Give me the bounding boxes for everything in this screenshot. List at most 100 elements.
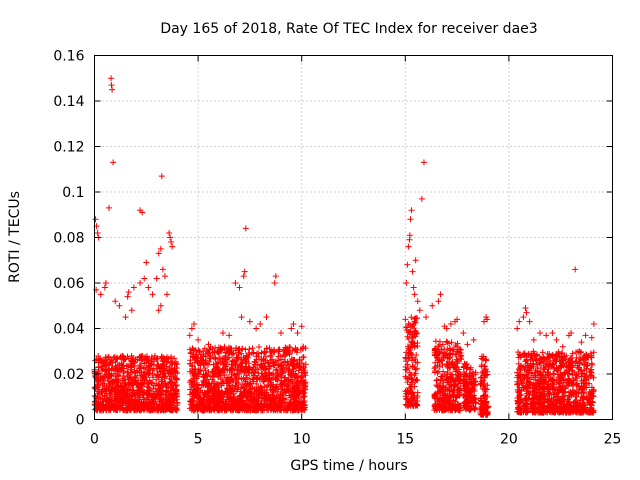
data-point	[444, 346, 451, 353]
data-point	[526, 375, 533, 382]
data-point	[129, 400, 136, 407]
data-point	[420, 159, 427, 166]
data-point	[200, 379, 207, 386]
data-point	[211, 349, 218, 356]
data-point	[462, 361, 469, 368]
data-point	[215, 348, 222, 355]
data-point	[200, 361, 207, 368]
data-point	[260, 365, 267, 372]
data-point	[242, 225, 249, 232]
data-point	[246, 388, 253, 395]
data-point	[125, 369, 132, 376]
data-point	[514, 325, 521, 332]
data-point	[236, 284, 243, 291]
data-point	[572, 266, 579, 273]
data-point	[277, 392, 284, 399]
data-point	[586, 392, 593, 399]
data-point	[155, 307, 162, 314]
data-point	[100, 385, 107, 392]
data-point	[404, 379, 411, 386]
data-point	[227, 395, 234, 402]
data-point	[435, 368, 442, 375]
data-point	[449, 361, 456, 368]
data-point	[558, 409, 565, 416]
data-point	[481, 318, 488, 325]
data-point	[127, 376, 134, 383]
data-point	[211, 403, 218, 410]
data-point	[168, 353, 175, 360]
data-point	[248, 396, 255, 403]
data-point	[550, 361, 557, 368]
data-point	[521, 350, 528, 357]
data-point	[241, 268, 248, 275]
data-point	[590, 409, 597, 416]
data-point	[288, 370, 295, 377]
data-point	[243, 364, 250, 371]
data-point	[145, 387, 152, 394]
data-point	[452, 351, 459, 358]
data-point	[529, 370, 536, 377]
data-point	[210, 361, 217, 368]
data-point	[266, 365, 273, 372]
data-point	[173, 376, 180, 383]
data-point	[151, 352, 158, 359]
data-point	[586, 380, 593, 387]
data-point	[149, 291, 156, 298]
data-point	[535, 380, 542, 387]
data-point	[570, 407, 577, 414]
data-point	[260, 355, 267, 362]
data-point	[263, 314, 270, 321]
data-point	[572, 398, 579, 405]
data-point	[582, 373, 589, 380]
data-point	[106, 204, 113, 211]
data-point	[555, 379, 562, 386]
data-point	[200, 371, 207, 378]
data-point	[249, 345, 256, 352]
data-point	[580, 362, 587, 369]
y-tick-label: 0.06	[53, 276, 84, 292]
data-point	[210, 369, 217, 376]
data-point	[589, 398, 596, 405]
data-point	[138, 353, 145, 360]
data-point	[404, 324, 411, 331]
data-point	[160, 354, 167, 361]
data-point	[258, 384, 265, 391]
data-point	[440, 377, 447, 384]
data-point	[128, 358, 135, 365]
data-point	[256, 376, 263, 383]
data-point	[109, 86, 116, 93]
data-point	[407, 321, 414, 328]
data-point	[159, 399, 166, 406]
data-point	[482, 366, 489, 373]
data-point	[558, 354, 565, 361]
data-point	[410, 399, 417, 406]
data-point	[188, 350, 195, 357]
data-point	[527, 364, 534, 371]
data-point	[567, 360, 574, 367]
data-point	[298, 323, 305, 330]
data-point	[250, 376, 257, 383]
data-point	[408, 383, 415, 390]
data-point	[574, 362, 581, 369]
data-point	[291, 363, 298, 370]
y-tick-label: 0	[76, 413, 85, 429]
data-point	[408, 207, 415, 214]
data-point	[166, 229, 173, 236]
data-point	[538, 359, 545, 366]
data-point	[261, 349, 268, 356]
data-point	[432, 338, 439, 345]
data-point	[199, 389, 206, 396]
data-point	[554, 390, 561, 397]
data-point	[461, 399, 468, 406]
data-point	[95, 370, 102, 377]
data-point	[205, 341, 212, 348]
y-tick-label: 0.14	[53, 94, 84, 110]
data-point	[409, 363, 416, 370]
data-point	[259, 370, 266, 377]
data-point	[408, 314, 415, 321]
data-point	[472, 396, 479, 403]
data-point	[218, 382, 225, 389]
data-point	[127, 364, 134, 371]
data-point	[436, 338, 443, 345]
data-point	[576, 348, 583, 355]
